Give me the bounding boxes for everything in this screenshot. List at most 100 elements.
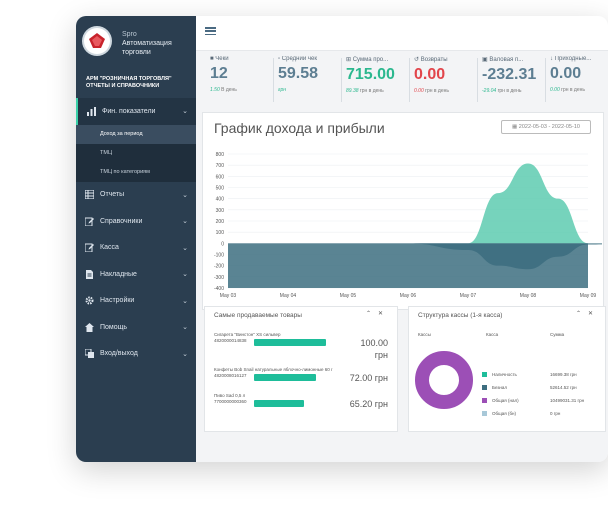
sidebar-item-fin[interactable]: Фин. показатели ⌄ (76, 98, 196, 125)
sidebar-item-help[interactable]: Помощь ⌄ (76, 314, 196, 341)
edit-icon (85, 217, 94, 226)
stat-value: 0.00 (414, 66, 446, 83)
y-tick-label: -300 (214, 275, 224, 281)
stat-label: ▫ Средний чек (278, 56, 317, 62)
sidebar-item-reports[interactable]: Отчеты ⌄ (76, 182, 196, 209)
stat-incoming: ↓ Приходные... 0.00 0.00 грн в день (550, 56, 608, 106)
main-content: ■ Чеки 12 1.50 В день ▫ Средний чек 59.5… (196, 16, 608, 462)
sidebar-item-invoices[interactable]: Накладные ⌄ (76, 261, 196, 288)
brand-logo (84, 28, 110, 54)
stat-label: ↺ Возвраты (414, 57, 448, 63)
sidebar-item-cash[interactable]: Касса ⌄ (76, 235, 196, 262)
stat-sub: 89.38 грн в день (346, 88, 384, 94)
y-tick-label: -400 (214, 286, 224, 292)
edit-icon (85, 243, 94, 253)
date-range-picker[interactable]: ▦ 2022-05-03 - 2022-05-10 (501, 120, 591, 134)
stat-sub: 0.00 грн в день (414, 88, 449, 94)
stat-sub: 0.00 грн в день (550, 87, 585, 93)
calendar-icon: ▦ (512, 124, 519, 130)
home-icon (85, 322, 94, 332)
close-icon[interactable]: ✕ (378, 311, 384, 317)
document-icon (86, 269, 93, 279)
legend-label: Наличность (492, 372, 517, 377)
legend-swatch (482, 385, 487, 390)
y-tick-label: 0 (221, 241, 224, 247)
download-icon: ↓ (550, 56, 555, 62)
cart-icon: ⊞ (346, 57, 353, 63)
x-tick-label: May 05 (340, 293, 357, 299)
chevron-down-icon: ⌄ (182, 191, 188, 199)
sidebar-item-label: Накладные (100, 270, 137, 278)
chart-icon (87, 106, 96, 116)
y-tick-label: 300 (216, 208, 225, 214)
product-name: Пиво Sad 0,5 л (214, 393, 246, 398)
chevron-down-icon: ⌄ (182, 244, 188, 252)
product-name: Сигарета "Винстон" XS сильвер (214, 332, 281, 337)
submenu-item-tmc-categories[interactable]: ТМЦ по категориям (100, 169, 150, 175)
submenu-item-income[interactable]: Доход за период (76, 124, 196, 144)
product-code: 4820008016127 (214, 373, 247, 378)
cash-title: Структура кассы (1-я касса) (418, 312, 503, 319)
sidebar-item-settings[interactable]: Настройки ⌄ (76, 288, 196, 315)
money-icon: ▣ (482, 57, 490, 63)
chevron-down-icon: ⌄ (182, 297, 188, 305)
chart-title: График дохода и прибыли (214, 120, 385, 136)
arm-title: АРМ "РОЗНИЧНАЯ ТОРГОВЛЯ" ОТЧЕТЫ И СПРАВО… (86, 76, 172, 89)
sidebar-item-label: Справочники (100, 217, 143, 225)
sidebar-item-login[interactable]: Вход/выход ⌄ (76, 341, 196, 368)
sidebar-menu: Фин. показатели ⌄ Доход за период ТМЦ ТМ… (76, 98, 196, 367)
products-title: Самые продаваемые товары (214, 312, 302, 319)
sidebar-item-directories[interactable]: Справочники ⌄ (76, 208, 196, 235)
menu-toggle-icon[interactable] (205, 27, 216, 36)
cash-donut-chart (415, 351, 473, 409)
y-tick-label: 800 (216, 152, 225, 158)
x-tick-label: May 07 (460, 293, 477, 299)
y-tick-label: -100 (214, 253, 224, 259)
legend-label: Общая (бн) (492, 411, 517, 416)
product-bar (254, 339, 326, 346)
income-chart: 800 700 600 500 400 300 200 100 0 -100 -200 -300 -40… (214, 152, 602, 299)
cash-header-sum: Сумма (550, 332, 565, 337)
collapse-icon[interactable]: ⌃ (576, 311, 582, 317)
legend-value: 16699.38 грн (550, 372, 577, 377)
stat-avg-check: ▫ Средний чек 59.58 грн (278, 56, 342, 106)
stat-sub: грн (278, 87, 286, 93)
cash-header-kassa: Касса (486, 332, 499, 337)
y-tick-label: 100 (216, 230, 225, 236)
legend-label: Общая (нал) (492, 398, 519, 403)
product-code: 7700000000360 (214, 399, 247, 404)
legend-swatch (482, 398, 487, 403)
stat-returns: ↺ Возвраты 0.00 0.00 грн в день (414, 56, 478, 106)
chevron-down-icon: ⌄ (182, 324, 188, 331)
legend-value: 52614.52 грн (550, 385, 577, 390)
close-icon[interactable]: ✕ (588, 311, 594, 317)
y-tick-label: -200 (214, 264, 224, 270)
gear-icon (85, 296, 94, 305)
stat-value: 59.58 (278, 65, 319, 82)
sidebar-item-label: Настройки (100, 297, 135, 305)
table-icon (85, 190, 94, 200)
sidebar-item-label: Помощь (100, 323, 128, 331)
product-price: 100.00 (360, 338, 388, 348)
product-code: 4820000014838 (214, 338, 247, 343)
collapse-icon[interactable]: ⌃ (366, 311, 372, 317)
stat-checks: ■ Чеки 12 1.50 В день (210, 56, 274, 106)
top-bar (196, 16, 608, 51)
stat-value: 715.00 (346, 66, 395, 83)
negative-band (228, 243, 588, 288)
chevron-down-icon: ⌄ (182, 271, 188, 278)
x-tick-label: May 03 (220, 293, 237, 299)
product-bar (254, 374, 316, 381)
x-tick-label: May 09 (580, 293, 597, 299)
legend-swatch (482, 411, 487, 416)
stats-row: ■ Чеки 12 1.50 В день ▫ Средний чек 59.5… (196, 50, 608, 112)
legend-value: 10499031.31 грн (550, 398, 585, 403)
legend-label: Безнал (492, 385, 508, 390)
stat-value: 0.00 (550, 65, 582, 82)
stat-label: ▣ Валовая п... (482, 57, 524, 63)
stat-value: 12 (210, 65, 228, 82)
y-tick-label: 400 (216, 197, 225, 203)
submenu-item-tmc[interactable]: ТМЦ (100, 150, 113, 156)
y-tick-label: 600 (216, 174, 225, 180)
product-name: Конфеты Bob Snail натуральные яблочно-ли… (214, 367, 333, 372)
